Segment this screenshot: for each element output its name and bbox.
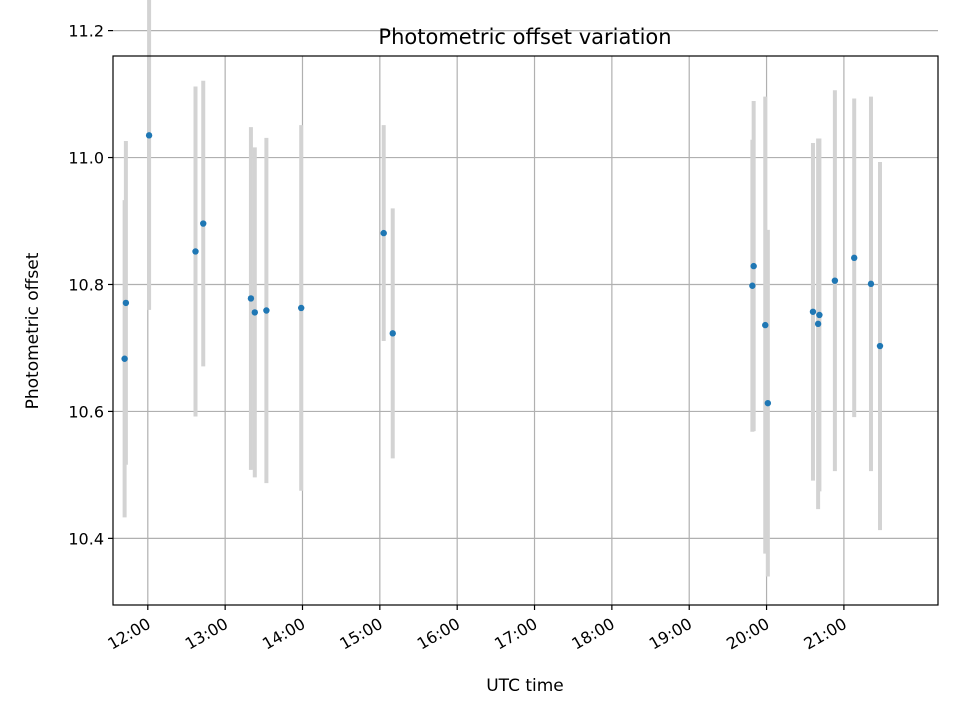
data-point xyxy=(192,248,199,255)
data-point xyxy=(809,308,817,315)
data-point xyxy=(749,282,756,289)
data-point xyxy=(380,229,387,237)
y-axis-ticks: 10.4 10.6 10.8 11.0 11.2 xyxy=(68,22,113,548)
x-tick-label: 18:00 xyxy=(568,614,617,654)
y-tick-label: 10.8 xyxy=(68,275,104,294)
y-tick-label: 11.2 xyxy=(68,22,104,41)
data-point xyxy=(867,280,875,288)
data-point xyxy=(851,254,858,262)
chart-title: Photometric offset variation xyxy=(378,25,671,49)
data-point xyxy=(876,342,884,350)
x-axis-label: UTC time xyxy=(486,676,564,696)
x-tick-label: 13:00 xyxy=(182,614,231,654)
y-axis-label: Photometric offset xyxy=(23,252,43,409)
data-point xyxy=(831,277,839,284)
x-tick-label: 16:00 xyxy=(414,614,463,654)
data-point xyxy=(121,355,128,362)
y-tick-label: 10.4 xyxy=(68,529,104,548)
data-point xyxy=(750,262,757,270)
x-tick-label: 20:00 xyxy=(723,614,772,654)
data-point xyxy=(389,330,396,337)
y-tick-label: 10.6 xyxy=(68,402,104,421)
data-point xyxy=(263,307,270,314)
data-point xyxy=(122,299,130,307)
x-tick-label: 14:00 xyxy=(259,614,308,654)
plot-frame xyxy=(112,55,939,606)
data-point xyxy=(762,321,769,329)
data-point xyxy=(145,132,153,139)
data-point xyxy=(298,304,305,312)
x-tick-label: 19:00 xyxy=(646,614,695,654)
data-point xyxy=(247,295,255,302)
x-tick-label: 12:00 xyxy=(104,614,153,654)
x-tick-label: 17:00 xyxy=(491,614,540,654)
data-point xyxy=(816,311,823,319)
data-points xyxy=(121,132,884,407)
x-tick-label: 21:00 xyxy=(800,614,849,654)
x-tick-label: 15:00 xyxy=(336,614,385,654)
y-tick-label: 11.0 xyxy=(68,149,104,168)
data-point xyxy=(251,309,258,316)
data-point xyxy=(200,220,207,227)
data-point xyxy=(814,320,822,328)
data-point xyxy=(764,399,772,407)
x-axis-ticks: 12:00 13:00 14:00 15:00 16:00 17:00 18:00 19:00… xyxy=(104,605,850,654)
